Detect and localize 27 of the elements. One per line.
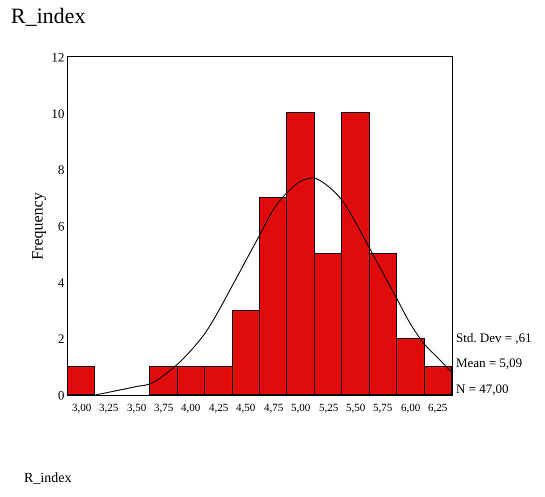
y-tick-label: 2 (58, 331, 64, 346)
x-tick-label: 3,00 (72, 402, 92, 414)
y-tick-label: 0 (58, 388, 64, 403)
text: N = 47,00 (456, 381, 508, 396)
text: Std. Dev = ,61 (456, 330, 532, 345)
x-tick-label: 5,50 (346, 402, 366, 414)
x-tick-label: 3,75 (154, 402, 174, 414)
x-tick-label: 6,25 (428, 402, 448, 414)
x-tick-label: 4,00 (181, 402, 201, 414)
y-tick-label: 6 (58, 218, 65, 234)
x-tick-label: 3,50 (127, 402, 147, 414)
x-tick-label: 6,00 (401, 402, 421, 414)
x-tick-label: 4,75 (264, 402, 284, 414)
y-axis-title: Frequency (29, 192, 46, 260)
y-tick-label: 12 (51, 50, 64, 65)
x-tick-label: 3,25 (99, 402, 119, 414)
x-tick-label: 5,75 (373, 402, 393, 414)
y-tick-label: 8 (58, 162, 64, 178)
x-tick-label: 5,00 (291, 402, 311, 414)
x-tick-label: 4,25 (209, 402, 229, 414)
y-tick-label: 4 (58, 274, 65, 290)
chart-title: R_index (10, 2, 86, 28)
text: R_index (24, 471, 72, 486)
y-tick-label: 10 (51, 106, 64, 121)
text: Mean = 5,09 (456, 355, 522, 370)
x-tick-label: 5,25 (319, 402, 339, 414)
x-tick-label: 4,50 (236, 402, 256, 414)
